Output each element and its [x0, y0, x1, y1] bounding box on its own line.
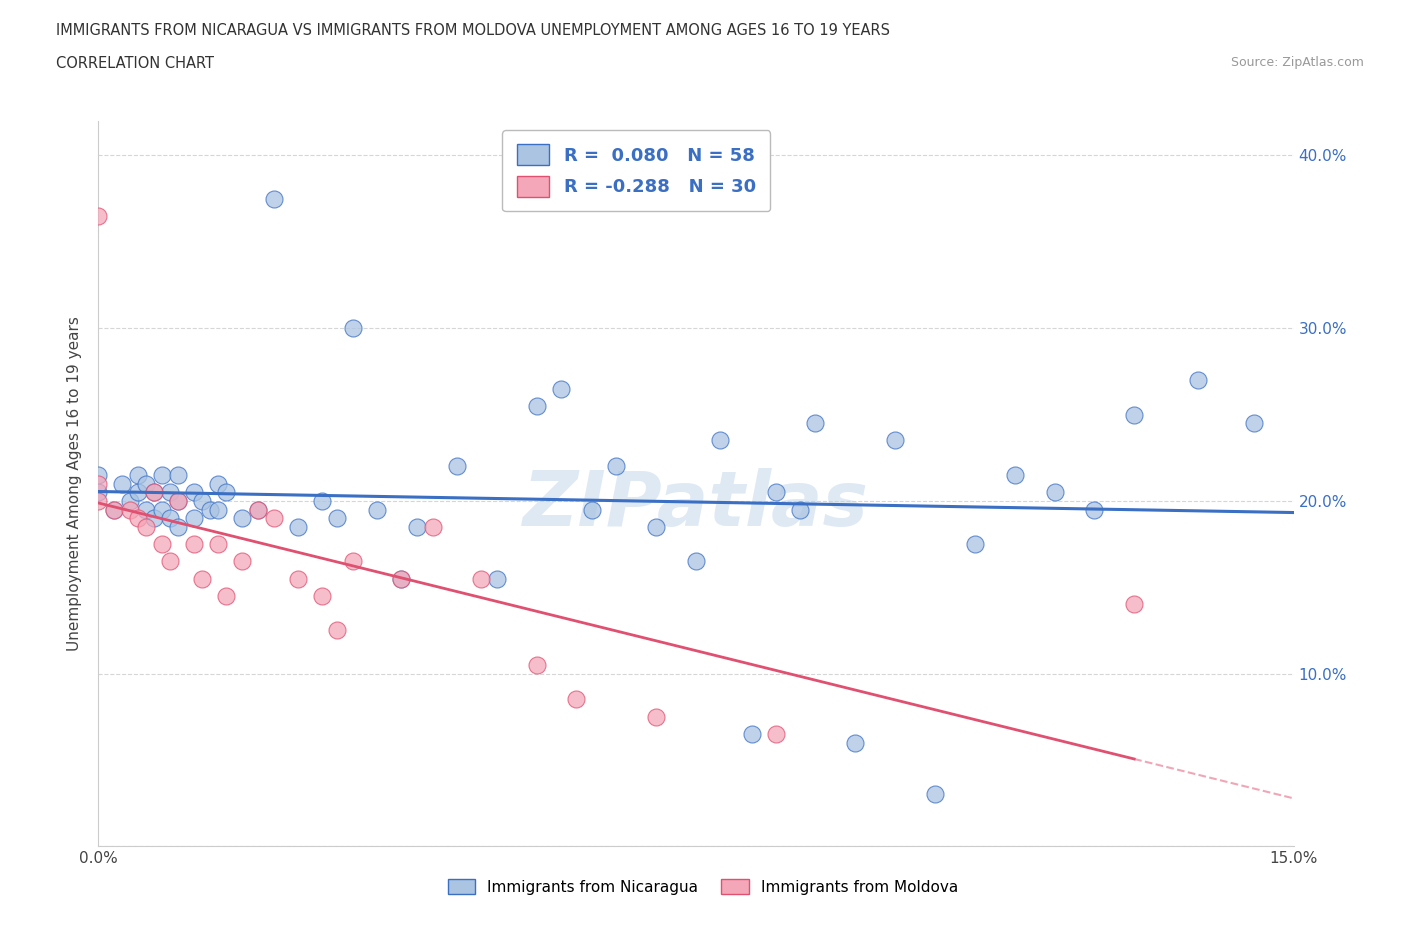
- Point: [143, 485, 166, 499]
- Point: [422, 519, 444, 534]
- Point: [565, 692, 588, 707]
- Point: [111, 476, 134, 491]
- Point: [150, 468, 173, 483]
- Point: [120, 494, 142, 509]
- Point: [87, 208, 110, 223]
- Point: [183, 511, 205, 525]
- Point: [207, 502, 229, 517]
- Point: [87, 485, 110, 499]
- Point: [127, 468, 149, 483]
- Point: [263, 192, 285, 206]
- Point: [167, 494, 190, 509]
- Point: [389, 571, 412, 586]
- Point: [550, 381, 572, 396]
- Point: [311, 589, 333, 604]
- Point: [804, 416, 827, 431]
- Point: [526, 658, 548, 672]
- Point: [1083, 502, 1105, 517]
- Point: [167, 519, 190, 534]
- Text: ZIPatlas: ZIPatlas: [523, 469, 869, 542]
- Point: [87, 494, 110, 509]
- Point: [215, 485, 238, 499]
- Point: [924, 787, 946, 802]
- Point: [263, 511, 285, 525]
- Point: [198, 502, 221, 517]
- Point: [231, 554, 253, 569]
- Point: [470, 571, 492, 586]
- Point: [143, 511, 166, 525]
- Point: [406, 519, 429, 534]
- Point: [135, 476, 157, 491]
- Point: [246, 502, 269, 517]
- Point: [159, 554, 181, 569]
- Point: [159, 511, 181, 525]
- Point: [884, 433, 907, 448]
- Point: [287, 519, 309, 534]
- Point: [366, 502, 388, 517]
- Point: [485, 571, 508, 586]
- Point: [207, 476, 229, 491]
- Point: [127, 511, 149, 525]
- Point: [103, 502, 125, 517]
- Legend: Immigrants from Nicaragua, Immigrants from Moldova: Immigrants from Nicaragua, Immigrants fr…: [441, 872, 965, 901]
- Point: [581, 502, 603, 517]
- Point: [183, 537, 205, 551]
- Point: [342, 554, 364, 569]
- Point: [1043, 485, 1066, 499]
- Point: [167, 494, 190, 509]
- Point: [741, 726, 763, 741]
- Point: [103, 502, 125, 517]
- Point: [215, 589, 238, 604]
- Point: [150, 502, 173, 517]
- Point: [183, 485, 205, 499]
- Point: [150, 537, 173, 551]
- Point: [127, 485, 149, 499]
- Text: CORRELATION CHART: CORRELATION CHART: [56, 56, 214, 71]
- Point: [159, 485, 181, 499]
- Text: IMMIGRANTS FROM NICARAGUA VS IMMIGRANTS FROM MOLDOVA UNEMPLOYMENT AMONG AGES 16 : IMMIGRANTS FROM NICARAGUA VS IMMIGRANTS …: [56, 23, 890, 38]
- Y-axis label: Unemployment Among Ages 16 to 19 years: Unemployment Among Ages 16 to 19 years: [67, 316, 83, 651]
- Point: [87, 476, 110, 491]
- Point: [526, 398, 548, 413]
- Point: [167, 468, 190, 483]
- Point: [231, 511, 253, 525]
- Point: [143, 485, 166, 499]
- Point: [326, 623, 349, 638]
- Point: [1004, 468, 1026, 483]
- Point: [1123, 407, 1146, 422]
- Point: [389, 571, 412, 586]
- Point: [446, 458, 468, 473]
- Point: [207, 537, 229, 551]
- Text: Source: ZipAtlas.com: Source: ZipAtlas.com: [1230, 56, 1364, 69]
- Point: [87, 468, 110, 483]
- Legend: R =  0.080   N = 58, R = -0.288   N = 30: R = 0.080 N = 58, R = -0.288 N = 30: [502, 130, 770, 211]
- Point: [605, 458, 627, 473]
- Point: [120, 502, 142, 517]
- Point: [1243, 416, 1265, 431]
- Point: [1187, 373, 1209, 388]
- Point: [789, 502, 811, 517]
- Point: [135, 519, 157, 534]
- Point: [246, 502, 269, 517]
- Point: [645, 519, 668, 534]
- Point: [645, 710, 668, 724]
- Point: [191, 571, 214, 586]
- Point: [765, 726, 787, 741]
- Point: [1123, 597, 1146, 612]
- Point: [765, 485, 787, 499]
- Point: [342, 321, 364, 336]
- Point: [709, 433, 731, 448]
- Point: [311, 494, 333, 509]
- Point: [326, 511, 349, 525]
- Point: [287, 571, 309, 586]
- Point: [963, 537, 986, 551]
- Point: [191, 494, 214, 509]
- Point: [685, 554, 707, 569]
- Point: [844, 736, 866, 751]
- Point: [135, 502, 157, 517]
